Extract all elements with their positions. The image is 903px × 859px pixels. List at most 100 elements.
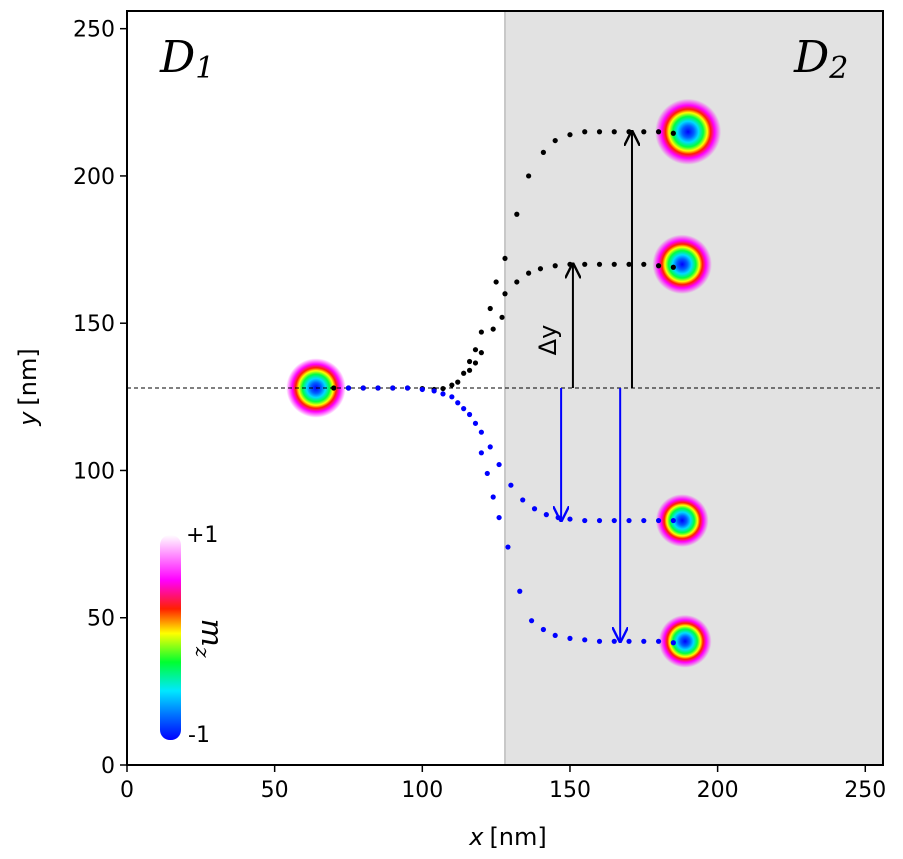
trajectory-point	[360, 385, 366, 391]
trajectory-point	[626, 129, 632, 135]
trajectory-point	[505, 544, 511, 550]
x-tick-label: 0	[120, 778, 134, 803]
trajectory-point	[567, 516, 573, 522]
trajectory-point	[626, 261, 632, 267]
trajectory-point	[478, 450, 484, 456]
trajectory-point	[596, 638, 603, 644]
trajectory-point	[449, 394, 455, 400]
trajectory-point	[540, 626, 546, 633]
trajectory-point	[531, 506, 538, 512]
x-tick-label: 250	[844, 778, 886, 803]
trajectory-point	[484, 470, 490, 477]
trajectory-point	[472, 360, 479, 366]
trajectory-point	[543, 512, 549, 518]
x-tick-label: 50	[261, 778, 289, 803]
skyrmion-final-1	[652, 234, 712, 295]
trajectory-point	[567, 635, 573, 641]
skyrmion-final-2	[655, 98, 722, 165]
trajectory-point	[582, 637, 588, 643]
trajectory-point	[626, 638, 632, 644]
trajectory-point	[540, 149, 546, 155]
trajectory-point	[582, 261, 588, 267]
trajectory-point	[670, 264, 676, 270]
axes: 0 50 100 150 200 250 0 50 100 150 200 250	[73, 10, 886, 803]
trajectory-point	[611, 517, 617, 524]
colorbar-gradient	[160, 535, 181, 740]
trajectory-point	[582, 129, 588, 135]
trajectory-point	[472, 420, 479, 426]
trajectory-point	[466, 358, 473, 365]
trajectory-point	[490, 494, 496, 500]
trajectory-point	[461, 406, 467, 412]
trajectory-point	[626, 517, 632, 524]
trajectory-point	[520, 497, 526, 503]
y-tick-label: 150	[73, 312, 115, 337]
trajectory-point	[461, 370, 467, 376]
trajectory-point	[528, 618, 535, 624]
trajectory-point	[478, 329, 484, 335]
trajectory-point	[552, 632, 558, 639]
trajectory-point	[466, 411, 473, 418]
trajectory-point	[496, 514, 502, 521]
y-tick-label: 50	[87, 607, 115, 632]
y-tick-label: 200	[73, 165, 115, 190]
trajectory-point	[375, 385, 381, 391]
trajectory-lower-2	[478, 450, 676, 646]
trajectory-point	[655, 638, 662, 644]
trajectory-point	[478, 350, 484, 356]
y-tick-label: 100	[73, 459, 115, 484]
skyrmion-final-3	[655, 494, 709, 547]
trajectory-point	[611, 638, 617, 644]
trajectory-point	[567, 132, 573, 138]
colorbar: +1 -1 mz	[148, 505, 240, 755]
y-tick-label: 0	[101, 754, 115, 779]
trajectory-point	[390, 385, 396, 391]
trajectory-point	[596, 517, 603, 524]
colorbar-title: mz	[191, 619, 229, 658]
trajectory-point	[582, 517, 588, 524]
trajectory-point	[567, 261, 573, 267]
trajectory-point	[514, 211, 520, 217]
trajectory-point	[331, 385, 337, 391]
trajectory-point	[466, 367, 473, 373]
trajectory-point	[404, 385, 411, 391]
axes-frame	[126, 10, 884, 766]
colorbar-min-label: -1	[188, 723, 210, 748]
trajectory-point	[478, 429, 484, 435]
x-axis-label: x [nm]	[468, 823, 547, 851]
y-tick-label: 250	[73, 18, 115, 43]
trajectory-point	[526, 173, 532, 179]
trajectory-point	[555, 514, 561, 521]
trajectory-point	[472, 347, 479, 353]
trajectory-point	[641, 638, 647, 644]
trajectory-point	[490, 326, 496, 332]
trajectory-point	[487, 305, 493, 312]
x-tick-label: 150	[549, 778, 591, 803]
skyrmion-final-4	[658, 614, 712, 668]
trajectory-point	[455, 379, 461, 385]
trajectory-point	[440, 385, 446, 392]
region-label-d2: D2	[793, 32, 848, 86]
delta-y-label: Δy	[534, 325, 562, 356]
x-tick-label: 200	[697, 778, 739, 803]
trajectory-point	[670, 517, 676, 524]
trajectory-point	[487, 444, 493, 450]
y-axis-label: y[nm]	[14, 348, 42, 427]
trajectory-point	[526, 270, 532, 276]
trajectory-point	[431, 388, 437, 394]
trajectory-point	[499, 314, 505, 320]
trajectory-point	[419, 386, 425, 393]
colorbar-max-label: +1	[186, 523, 218, 548]
trajectory-point	[670, 640, 676, 646]
trajectory-point	[502, 255, 508, 262]
trajectory-point	[655, 129, 662, 135]
trajectory-point	[611, 261, 617, 267]
trajectory-point	[641, 517, 647, 524]
trajectory-point	[496, 461, 502, 468]
trajectory-point	[455, 400, 461, 406]
trajectory-point	[449, 382, 455, 388]
trajectory-point	[655, 263, 662, 269]
trajectory-point	[552, 263, 558, 269]
trajectory-point	[596, 261, 603, 267]
